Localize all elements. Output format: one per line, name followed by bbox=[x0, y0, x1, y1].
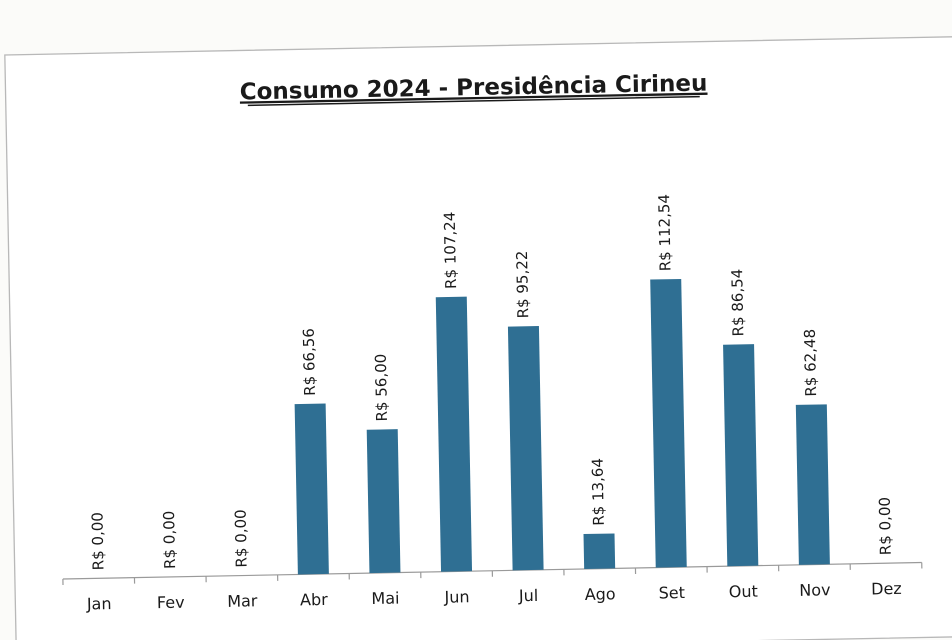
data-label-jul: R$ 95,22 bbox=[513, 250, 532, 318]
data-label-out: R$ 86,54 bbox=[728, 269, 747, 337]
x-tick-label-jul: Jul bbox=[518, 586, 539, 605]
x-axis-ticks bbox=[62, 562, 923, 585]
x-tick-label-fev: Fev bbox=[157, 593, 185, 613]
x-tick-label-ago: Ago bbox=[585, 584, 616, 604]
data-label-dez: R$ 0,00 bbox=[876, 497, 895, 555]
data-label-jun: R$ 107,24 bbox=[441, 212, 460, 290]
data-label-nov: R$ 62,48 bbox=[801, 329, 820, 397]
bar-nov bbox=[795, 404, 830, 565]
data-label-mar: R$ 0,00 bbox=[232, 509, 251, 567]
x-tick-label-jan: Jan bbox=[86, 594, 112, 613]
data-label-abr: R$ 66,56 bbox=[300, 328, 319, 396]
bar-ago bbox=[583, 533, 616, 569]
bar-abr bbox=[294, 403, 329, 575]
x-tick-label-mar: Mar bbox=[227, 591, 258, 611]
data-label-ago: R$ 13,64 bbox=[589, 458, 608, 526]
bar-mai bbox=[366, 429, 401, 574]
x-tick-label-dez: Dez bbox=[871, 579, 902, 599]
data-label-jan: R$ 0,00 bbox=[88, 512, 107, 570]
bar-jun bbox=[435, 296, 473, 572]
bar-set bbox=[650, 278, 687, 568]
x-tick-label-nov: Nov bbox=[799, 580, 831, 600]
bar-jul bbox=[507, 326, 544, 571]
x-tick-label-abr: Abr bbox=[300, 590, 328, 610]
data-labels: R$ 0,00 R$ 0,00 R$ 0,00 R$ 66,56 R$ 56,00 R$ … bbox=[88, 194, 895, 571]
bar-out bbox=[723, 344, 759, 567]
chart-title-underline bbox=[247, 95, 700, 107]
data-label-fev: R$ 0,00 bbox=[160, 511, 179, 569]
x-tick-label-mai: Mai bbox=[371, 589, 399, 609]
x-tick-label-out: Out bbox=[729, 582, 758, 602]
data-label-mai: R$ 56,00 bbox=[372, 354, 391, 422]
chart-border bbox=[4, 36, 952, 640]
x-tick-label-jun: Jun bbox=[443, 587, 469, 606]
x-tick-labels: Jan Fev Mar Abr Mai Jun Jul Ago Set Out Nov Dez bbox=[86, 579, 902, 614]
bars bbox=[294, 278, 830, 575]
data-label-set: R$ 112,54 bbox=[655, 194, 674, 272]
x-tick-label-set: Set bbox=[658, 583, 685, 603]
